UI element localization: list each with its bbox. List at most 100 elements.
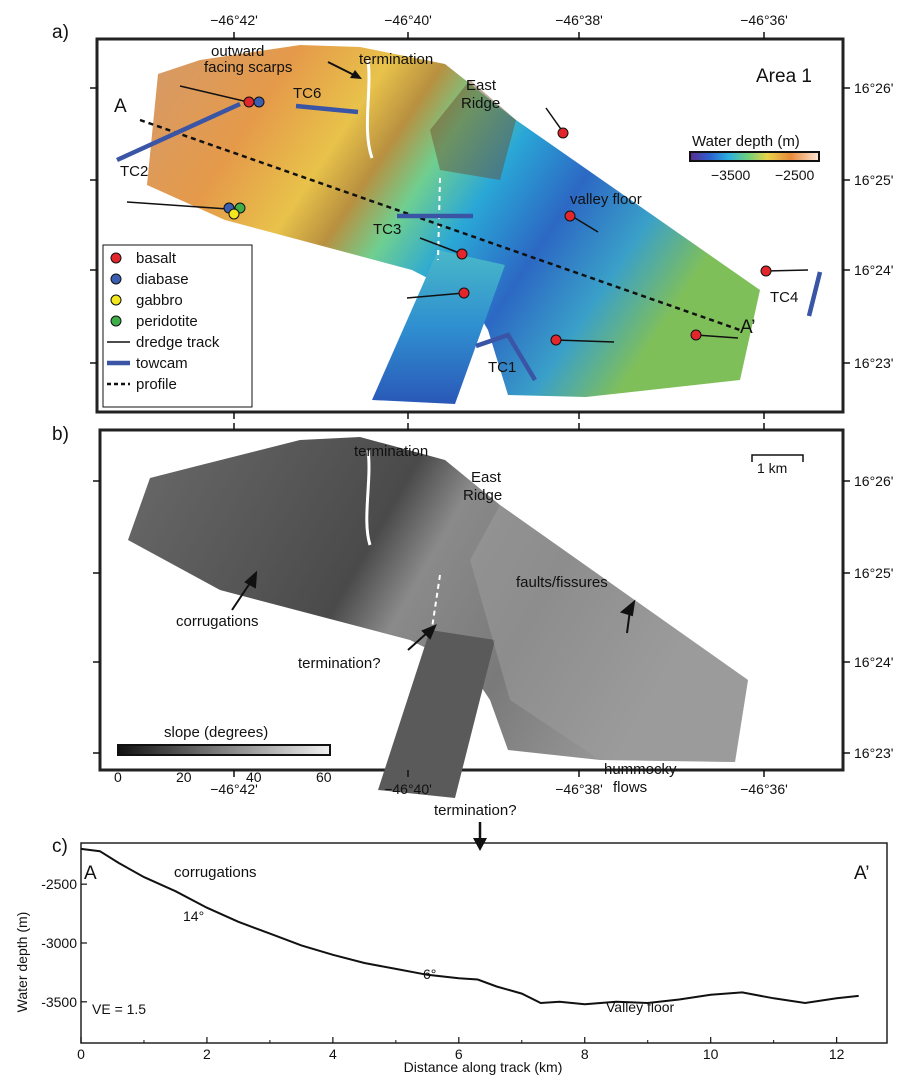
- panel-b-arrows: [231, 570, 636, 651]
- depth-profile-line: [80, 847, 859, 1006]
- east-ridge-relief: [430, 80, 516, 180]
- tc4-label: TC4: [770, 289, 798, 306]
- slope-tick: 40: [246, 769, 262, 785]
- colorbar-tick: −2500: [775, 167, 815, 183]
- x-axis-label: Distance along track (km): [404, 1059, 563, 1075]
- lat-tick-label: 16°25': [854, 172, 893, 188]
- panel-a-label: a): [52, 22, 69, 43]
- profile-plot-frame: [80, 842, 888, 1044]
- slope-bar-gradient: [117, 744, 331, 756]
- lat-tick-label: 16°24': [854, 262, 893, 278]
- profile-end-label: A’: [740, 317, 755, 338]
- profile-start-label: A: [114, 96, 127, 117]
- angle-6: 6°: [423, 966, 436, 982]
- towcam-tc4: [806, 271, 823, 317]
- legend-label: profile: [136, 376, 177, 393]
- towcam-tc1: [475, 332, 537, 382]
- outward-label-2: facing scarps: [204, 59, 292, 76]
- valley-floor-label: valley floor: [570, 191, 642, 208]
- ve-label: VE = 1.5: [92, 1001, 146, 1017]
- lat-tick-label: 16°24': [854, 654, 893, 670]
- legend-label: gabbro: [136, 292, 183, 309]
- legend-label: towcam: [136, 355, 188, 372]
- slope-colorbar: slope (degrees) 0 20 40 60: [114, 724, 332, 785]
- slope-swath: [128, 437, 748, 798]
- x-tick-label: 0: [77, 1046, 85, 1062]
- panel-b: b) termination East Ridge faults/fissure…: [52, 423, 893, 798]
- basalt-site: [564, 210, 576, 222]
- tc1-label: TC1: [488, 359, 516, 376]
- profile-label-A-prime: A’: [854, 863, 869, 884]
- dredge-tracks: [126, 85, 809, 343]
- lon-tick-label: −46°36': [740, 781, 788, 797]
- slope-tick: 0: [114, 769, 122, 785]
- slope-tick: 60: [316, 769, 332, 785]
- gabbro-site: [228, 208, 240, 220]
- x-tick-label: 10: [703, 1046, 719, 1062]
- colorbar-title: Water depth (m): [692, 133, 800, 150]
- basalt-site: [243, 96, 255, 108]
- lat-tick-label: 16°25': [854, 565, 893, 581]
- south-strip: [372, 250, 505, 404]
- legend-swatch: [110, 294, 122, 306]
- x-tick-label: 2: [203, 1046, 211, 1062]
- termination-line-b: [365, 449, 372, 546]
- x-tick-label: 4: [329, 1046, 337, 1062]
- scale-bar-label: 1 km: [757, 460, 787, 476]
- east-ridge-label-b1: East: [471, 469, 502, 486]
- termination-arrow: [327, 61, 357, 77]
- panel-a-axes: −46°42' −46°40' −46°38' −46°36' 16°26' 16°25'…: [90, 12, 893, 419]
- lat-tick-label: 16°26': [854, 473, 893, 489]
- towcam-tracks: [116, 101, 823, 382]
- basalt-site: [557, 127, 569, 139]
- slope-bar-title: slope (degrees): [164, 724, 268, 741]
- basalt-site: [458, 287, 470, 299]
- termination-q-label: termination?: [298, 655, 381, 672]
- legend-label: dredge track: [136, 334, 220, 351]
- colorbar-tick: −3500: [711, 167, 751, 183]
- legend-swatch: [110, 252, 122, 264]
- legend-swatch: [110, 273, 122, 285]
- x-tick-label: 8: [581, 1046, 589, 1062]
- legend-label: peridotite: [136, 313, 198, 330]
- sample-sites: [223, 96, 772, 346]
- lat-tick-label: 16°23': [854, 355, 893, 371]
- x-tick-label: 6: [455, 1046, 463, 1062]
- area-title: Area 1: [756, 66, 812, 87]
- basalt-site: [456, 248, 468, 260]
- profile-line: [139, 118, 741, 332]
- legend: basalt diabase gabbro peridotite dredge trac…: [102, 244, 253, 408]
- tc3-label: TC3: [373, 221, 401, 238]
- basalt-site: [760, 265, 772, 277]
- basalt-site: [550, 334, 562, 346]
- scale-bar: 1 km: [751, 454, 804, 476]
- profile-label-A: A: [84, 863, 97, 884]
- corrugations-arrow: [231, 579, 253, 611]
- outward-label-1: outward: [211, 43, 264, 60]
- lon-tick-label: −46°38': [555, 12, 603, 28]
- towcam-tc6: [295, 103, 359, 115]
- tc6-label: TC6: [293, 85, 321, 102]
- panel-b-axes: −46°42' −46°40' −46°38' −46°36' 16°26' 16°25'…: [93, 423, 893, 797]
- tc2-label: TC2: [120, 163, 148, 180]
- colorbar-gradient: [689, 151, 820, 162]
- lon-tick-label: −46°36': [740, 12, 788, 28]
- legend-box: [102, 244, 253, 408]
- legend-swatch: [110, 315, 122, 327]
- bathymetry-swath: [147, 45, 760, 404]
- lon-tick-label: −46°42': [210, 12, 258, 28]
- termination-q-label-c: termination?: [434, 802, 517, 819]
- towcam-tc2: [116, 101, 241, 163]
- lat-tick-label: 16°26': [854, 80, 893, 96]
- panel-c-label: c): [52, 836, 68, 857]
- termination-q-arrow: [407, 631, 429, 651]
- legend-label: basalt: [136, 250, 177, 267]
- hummocky-region: [470, 505, 748, 762]
- valley-floor-label-c: Valley floor: [606, 999, 675, 1015]
- slope-south-strip: [378, 630, 495, 798]
- faults-label: faults/fissures: [516, 574, 608, 591]
- termination-q-arrowhead-c: [473, 838, 487, 851]
- y-tick-label: -3500: [41, 994, 77, 1010]
- lon-tick-label: −46°40': [384, 781, 432, 797]
